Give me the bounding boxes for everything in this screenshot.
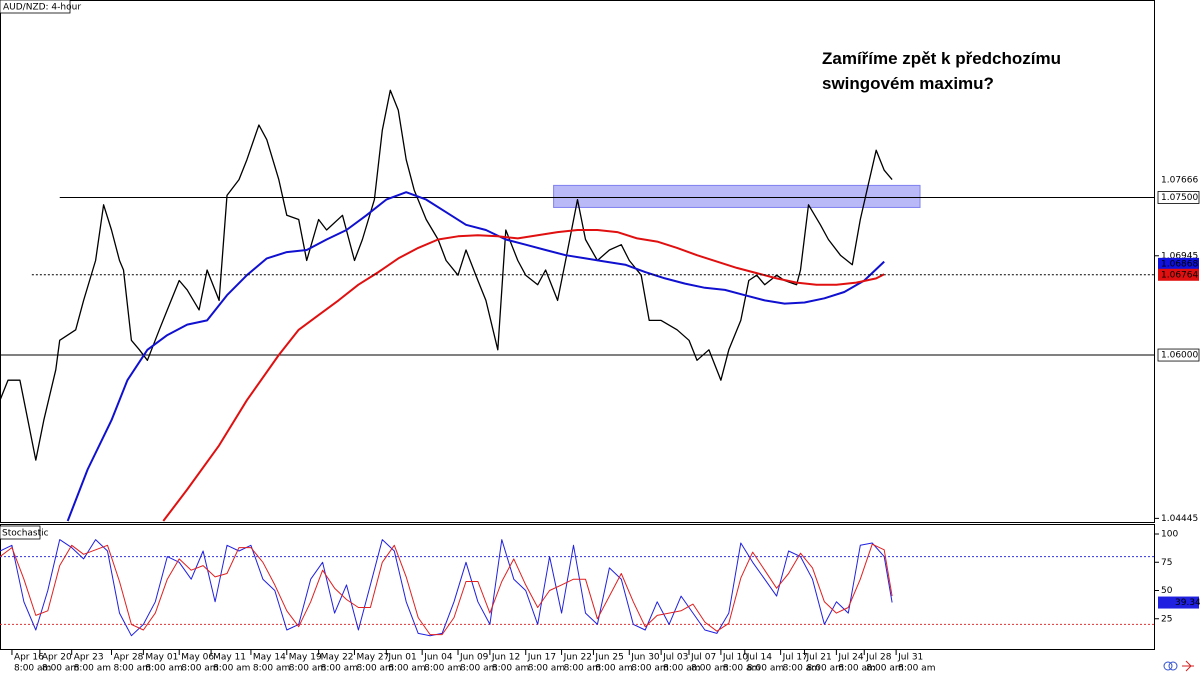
x-tick-label: May 22 [321,653,354,663]
x-tick-label: Jun 25 [594,653,623,663]
x-tick-time: 8:00 am [14,664,51,674]
layer: 1.06945 1.04445 1.07500 1.06000 1.07666 1.068… [0,89,1200,674]
series-line [66,191,885,522]
x-tick-label: Jul 17 [782,653,808,663]
y-tick-label: 100 [1161,530,1178,540]
x-tick-label: May 27 [356,653,389,663]
icon[interactable] [1163,661,1173,671]
x-tick-label: Jul 03 [662,653,688,663]
x-tick-time: 8:00 am [356,664,393,674]
x-tick-label: Apr 20 [42,653,72,663]
value-tag-label: 39.34 [1175,598,1200,608]
x-tick-label: May 01 [145,653,178,663]
x-tick-time: 8:00 am [838,664,875,674]
x-tick-label: Jul 10 [722,653,748,663]
x-tick-time: 8:00 am [42,664,79,674]
y-tick-label: 1.04445 [1161,514,1198,524]
x-tick-label: Apr 23 [74,653,104,663]
x-tick-time: 8:00 am [663,664,700,674]
y-tick-label: 1.06945 [1161,251,1198,261]
price-tag-label: 1.07666 [1161,176,1198,186]
x-tick-time: 8:00 am [145,664,182,674]
x-tick-time: 8:00 am [492,664,529,674]
x-tick-time: 8:00 am [595,664,632,674]
x-tick-label: Jul 31 [897,653,923,663]
annotation: swingovém maximu? [822,74,994,93]
x-tick-time: 8:00 am [388,664,425,674]
price-tag [1158,257,1199,270]
x-tick-time: 8:00 am [528,664,565,674]
x-tick-label: Apr 16 [14,653,44,663]
x-tick-time: 8:00 am [213,664,250,674]
level-tag [1157,348,1200,362]
x-tick-time: 8:00 am [723,664,760,674]
series-line [0,543,893,636]
y-tick-label: 75 [1161,558,1172,568]
x-tick-label: Jul 07 [690,653,716,663]
x-tick-time: 8:00 am [74,664,111,674]
stoch-frame [0,524,1155,650]
series-line [0,539,893,637]
price-tag-label: 1.06764 [1161,270,1198,280]
annotation: Zamíříme zpět k předchozímu [822,49,1061,68]
stoch-title-box [0,525,41,540]
x-tick-label: May 11 [213,653,246,663]
title-box [0,0,71,14]
x-tick-time: 8:00 am [898,664,935,674]
x-tick-label: Jun 09 [459,653,489,663]
x-tick-time: 8:00 am [866,664,903,674]
y-tick-label: 25 [1161,614,1172,624]
x-tick-label: Jul 24 [837,653,863,663]
x-tick-time: 8:00 am [564,664,601,674]
price-tag [1158,174,1199,187]
toolbar-icons[interactable] [1163,660,1194,672]
x-tick-time: 8:00 am [460,664,497,674]
x-tick-time: 8:00 am [691,664,728,674]
chart-title: AUD/NZD: 4-hour [3,3,81,13]
x-tick-time: 8:00 am [807,664,844,674]
x-tick-time: 8:00 am [424,664,461,674]
value-tag [1158,596,1199,609]
level-label: 1.06000 [1161,351,1198,361]
x-tick-label: Jun 17 [527,653,556,663]
x-tick-time: 8:00 am [114,664,151,674]
x-tick-label: Jul 14 [746,653,772,663]
x-tick-time: 8:00 am [783,664,820,674]
x-tick-time: 8:00 am [747,664,784,674]
resistance-zone [553,184,921,208]
x-tick-time: 8:00 am [289,664,326,674]
series-line [162,229,885,522]
x-tick-time: 8:00 am [631,664,668,674]
price-tag [1158,268,1199,281]
x-tick-time: 8:00 am [181,664,218,674]
level-label: 1.07500 [1161,193,1198,203]
level-tag [1157,191,1200,204]
x-tick-label: Jun 01 [387,653,416,663]
x-tick-time: 8:00 am [253,664,290,674]
x-tick-label: Jul 28 [865,653,891,663]
x-tick-time: 8:00 am [321,664,358,674]
icon[interactable] [1182,660,1194,672]
y-tick-label: 50 [1161,586,1173,596]
x-tick-label: Apr 28 [114,653,144,663]
x-tick-label: May 06 [181,653,214,663]
main-frame [0,0,1155,523]
x-tick-label: Jun 22 [563,653,592,663]
x-tick-label: May 19 [289,653,322,663]
price-tag-label: 1.06868 [1161,259,1198,269]
icon[interactable] [1168,661,1178,671]
x-tick-label: Jun 30 [630,653,660,663]
x-tick-label: Jun 12 [491,653,520,663]
stoch-title: Stochastic [2,529,49,539]
x-tick-label: Jul 21 [806,653,832,663]
x-tick-label: Jun 04 [423,653,453,663]
x-tick-label: May 14 [253,653,286,663]
